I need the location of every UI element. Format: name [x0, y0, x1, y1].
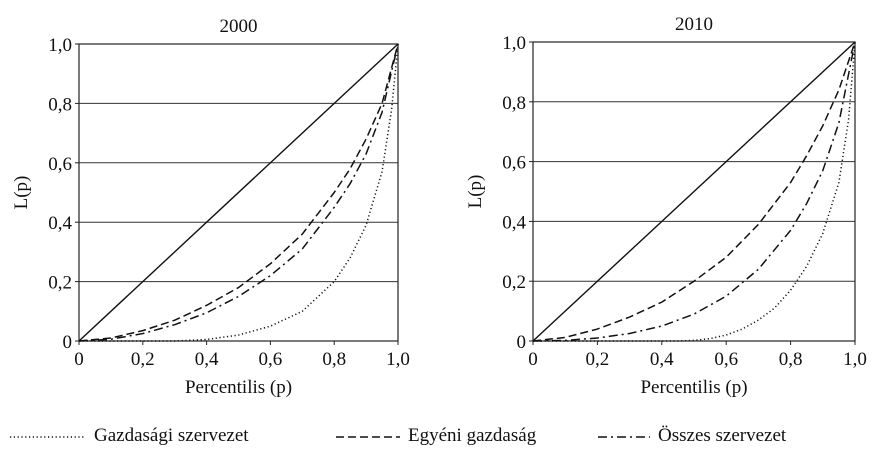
y-tick-label: 1,0	[502, 33, 526, 54]
legend-item-dashed: Egyéni gazdaság	[334, 420, 536, 452]
y-tick-label: 0	[517, 332, 527, 353]
chart-panel-2000: 0 0,2 0,4 0,6 0,8 1,0 0 0,2 0,4 0,6 0,8 1,0 2000 Perc…	[11, 16, 410, 398]
x-tick-label: 0,6	[714, 349, 738, 370]
equality-line	[532, 41, 856, 342]
legend-item-dashdot: Összes szervezet	[596, 420, 786, 452]
y-axis-label: L(p)	[465, 175, 486, 209]
y-tick-label: 0,8	[502, 93, 526, 114]
plot-frame	[532, 41, 856, 342]
y-tick-label: 0,4	[48, 213, 72, 234]
series-line-dashed	[78, 43, 399, 342]
x-tick-label: 1,0	[843, 349, 867, 370]
x-tick-label: 0,4	[650, 349, 674, 370]
legend-label-dotted: Gazdasági szervezet	[94, 425, 249, 446]
series-line-dotted	[533, 41, 856, 342]
x-tick-label: 0,2	[131, 349, 155, 370]
series-line-dashdot	[532, 41, 856, 342]
lorenz-curves-figure: 0 0,2 0,4 0,6 0,8 1,0 0 0,2 0,4 0,6 0,8 1,0 2000 Perc…	[11, 14, 867, 398]
x-tick-label: 0,8	[322, 349, 346, 370]
chart-panel-2010: 0 0,2 0,4 0,6 0,8 1,0 0 0,2 0,4 0,6 0,8 1,0 2010 Perc…	[465, 14, 867, 398]
y-tick-label: 1,0	[48, 35, 72, 56]
x-axis-label: Percentilis (p)	[185, 377, 292, 398]
chart-title: 2000	[220, 16, 258, 37]
x-tick-label: 0	[74, 349, 84, 370]
x-tick-label: 0,8	[779, 349, 803, 370]
legend-label-dashed: Egyéni gazdaság	[408, 425, 537, 446]
x-tick-label: 1,0	[386, 349, 410, 370]
y-tick-label: 0,8	[48, 94, 72, 115]
y-tick-label: 0	[63, 332, 73, 353]
legend-item-dotted: Gazdasági szervezet	[8, 420, 249, 452]
x-axis-label: Percentilis (p)	[640, 377, 747, 398]
chart-title: 2010	[675, 14, 713, 35]
x-tick-label: 0	[528, 349, 538, 370]
legend-label-dashdot: Összes szervezet	[658, 425, 787, 446]
x-tick-label: 0,4	[195, 349, 219, 370]
legend: Gazdasági szervezet Egyéni gazdaság Össz…	[0, 420, 872, 452]
legend-swatch-dotted	[10, 436, 86, 438]
x-tick-label: 0,6	[259, 349, 283, 370]
y-tick-label: 0,6	[48, 154, 72, 175]
x-tick-label: 0,2	[586, 349, 610, 370]
legend-swatch-dashdot	[598, 436, 650, 438]
y-tick-label: 0,4	[502, 212, 526, 233]
y-tick-label: 0,2	[502, 272, 526, 293]
y-tick-label: 0,6	[502, 153, 526, 174]
series-line-dashdot	[78, 43, 399, 342]
series-line-dashed	[532, 41, 856, 342]
series-line-dotted	[79, 43, 399, 342]
plot-frame	[78, 43, 399, 342]
legend-swatch-dashed	[336, 436, 400, 438]
y-axis-label: L(p)	[11, 176, 32, 210]
equality-line	[78, 43, 399, 342]
y-tick-label: 0,2	[48, 273, 72, 294]
